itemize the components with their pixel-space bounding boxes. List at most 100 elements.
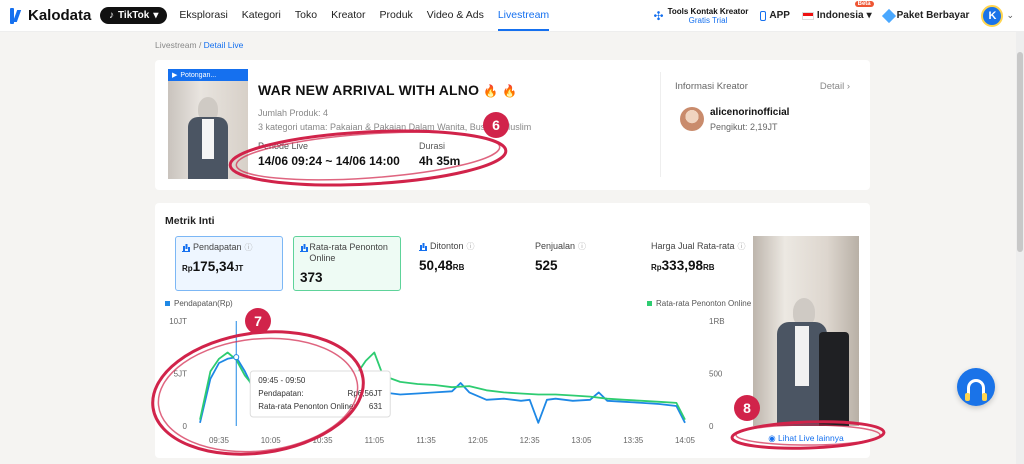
kpi-value: Rp175,34JT (182, 259, 276, 274)
platform-label: TikTok (118, 10, 150, 21)
paid-plan-button[interactable]: Paket Berbayar (881, 8, 970, 23)
nav-item-video-ads[interactable]: Video & Ads (426, 9, 484, 21)
tooltip-time: 09:45 - 09:50 (258, 376, 306, 385)
kpi-suffix: JT (233, 264, 244, 273)
live-title: WAR NEW ARRIVAL WITH ALNO 🔥 🔥 (258, 82, 517, 98)
page-scrollbar[interactable] (1016, 32, 1024, 464)
breadcrumb-separator: / (196, 40, 204, 50)
other-live-thumbnail[interactable] (753, 236, 859, 426)
clip-badge[interactable]: ▶ Potongan... (168, 69, 248, 81)
main-menu: Eksplorasi Kategori Toko Kreator Produk Video… (179, 0, 550, 31)
kpi-value: 50,48RB (419, 258, 507, 273)
nav-item-produk[interactable]: Produk (379, 9, 413, 21)
help-icon[interactable]: ⓘ (466, 242, 475, 251)
kpi-number: 50,48 (419, 258, 453, 273)
phone-icon (760, 10, 767, 21)
clip-badge-label: Potongan... (180, 71, 217, 79)
kpi-card-3[interactable]: Ditonton ⓘ 50,48RB (413, 236, 513, 291)
user-avatar[interactable]: K (981, 4, 1004, 27)
period-label: Periode Live (258, 141, 309, 151)
caret-down-icon: ▾ (153, 10, 159, 21)
plan-label: Paket Berbayar (896, 10, 970, 21)
tiktok-icon: ♪ (109, 10, 114, 21)
x-tick: 09:35 (209, 436, 230, 445)
creator-detail-link[interactable]: Detail › (820, 81, 850, 92)
legend-swatch-viewers (647, 301, 652, 306)
tools-kontak-kreator[interactable]: ✣ Tools Kontak Kreator Gratis Trial (654, 7, 749, 25)
tools-title: Tools Kontak Kreator (667, 6, 749, 16)
kpi-label: Penjualan (535, 241, 576, 251)
x-tick: 12:35 (520, 436, 541, 445)
x-tick: 12:05 (468, 436, 489, 445)
diamond-icon (881, 8, 896, 23)
kpi-number: 373 (300, 270, 323, 285)
y-left-tick: 5JT (174, 370, 187, 379)
logo-text: Kalodata (28, 7, 92, 24)
nav-item-kategori[interactable]: Kategori (241, 9, 281, 21)
annotation-number-7: 7 (245, 308, 271, 334)
nav-item-kreator[interactable]: Kreator (331, 9, 366, 21)
x-tick: 10:05 (261, 436, 282, 445)
top-nav: Kalodata ♪ TikTok ▾ Eksplorasi Kategori To… (0, 0, 1024, 32)
y-right-tick: 1RB (709, 317, 725, 326)
main-categories: 3 kategori utama: Pakaian & Pakaian Dala… (258, 122, 532, 132)
duration-value: 4h 35m (419, 154, 461, 168)
help-icon[interactable]: ⓘ (578, 242, 587, 251)
kpi-card-4[interactable]: Penjualan ⓘ 525 (529, 236, 629, 291)
x-tick: 10:35 (313, 436, 334, 445)
kpi-prefix: Rp (182, 264, 193, 273)
nav-item-toko[interactable]: Toko (294, 9, 318, 21)
kpi-label: Pendapatan (193, 242, 242, 252)
y-left-tick: 0 (183, 422, 188, 431)
chevron-down-icon[interactable]: ⌄ (1006, 10, 1014, 20)
vertical-divider (660, 72, 661, 177)
nav-item-eksplorasi[interactable]: Eksplorasi (179, 9, 228, 21)
live-title-text: WAR NEW ARRIVAL WITH ALNO (258, 82, 480, 98)
help-icon[interactable]: ⓘ (244, 243, 253, 252)
scrollbar-thumb[interactable] (1017, 52, 1023, 252)
breadcrumb-root[interactable]: Livestream (155, 40, 197, 50)
duration-label: Durasi (419, 141, 446, 151)
platform-selector[interactable]: ♪ TikTok ▾ (100, 7, 168, 24)
app-label: APP (769, 10, 790, 21)
language-label: Indonesia (816, 10, 864, 21)
language-selector[interactable]: Indonesia ▾ Beta (801, 1, 874, 21)
x-tick: 13:05 (571, 436, 592, 445)
kpi-label: Ditonton (430, 241, 464, 251)
kpi-number: 525 (535, 258, 558, 273)
see-more-live-link[interactable]: ◉ Lihat Live lainnya (753, 433, 859, 444)
kpi-label: Harga Jual Rata-rata (651, 241, 735, 251)
kpi-card-5[interactable]: Harga Jual Rata-rata ⓘ Rp333,98RB (645, 236, 755, 291)
fire-emoji: 🔥 🔥 (483, 84, 518, 98)
hover-point (233, 354, 240, 361)
live-thumbnail[interactable]: ▶ Potongan... (168, 69, 248, 179)
help-icon[interactable]: ⓘ (737, 242, 746, 251)
support-chat-button[interactable] (957, 368, 995, 406)
y-right-tick: 0 (709, 422, 714, 431)
kpi-value: 373 (300, 270, 394, 285)
kpi-number: 333,98 (661, 258, 703, 273)
period-value: 14/06 09:24 ~ 14/06 14:00 (258, 154, 400, 168)
metrics-title: Metrik Inti (165, 215, 215, 227)
breadcrumb: Livestream / Detail Live (155, 40, 243, 50)
annotation-number-8: 8 (734, 395, 760, 421)
tooltip-row2-label: Rata-rata Penonton Online: (258, 402, 355, 411)
breadcrumb-current: Detail Live (203, 40, 244, 50)
annotation-number-6: 6 (483, 112, 509, 138)
live-info-card: ▶ Potongan... WAR NEW ARRIVAL WITH ALNO … (155, 60, 870, 190)
kalodata-logo[interactable]: Kalodata (10, 7, 100, 24)
nav-item-livestream[interactable]: Livestream (497, 0, 550, 31)
creator-avatar[interactable] (680, 107, 704, 131)
x-tick: 11:05 (365, 436, 385, 445)
product-count: Jumlah Produk: 4 (258, 108, 329, 118)
creator-name[interactable]: alicenorinofficial (710, 107, 790, 118)
kpi-card-1[interactable]: Pendapatan ⓘ Rp175,34JT (175, 236, 283, 291)
app-button[interactable]: APP (760, 10, 790, 21)
creator-info-label: Informasi Kreator (675, 81, 748, 92)
presenter-figure (186, 97, 230, 179)
x-tick: 14:05 (675, 436, 696, 445)
caret-down-icon: ▾ (866, 10, 872, 21)
x-tick: 11:35 (416, 436, 436, 445)
kpi-card-2[interactable]: Rata-rata Penonton Online 373 (293, 236, 401, 291)
bar-chart-icon (182, 244, 190, 252)
